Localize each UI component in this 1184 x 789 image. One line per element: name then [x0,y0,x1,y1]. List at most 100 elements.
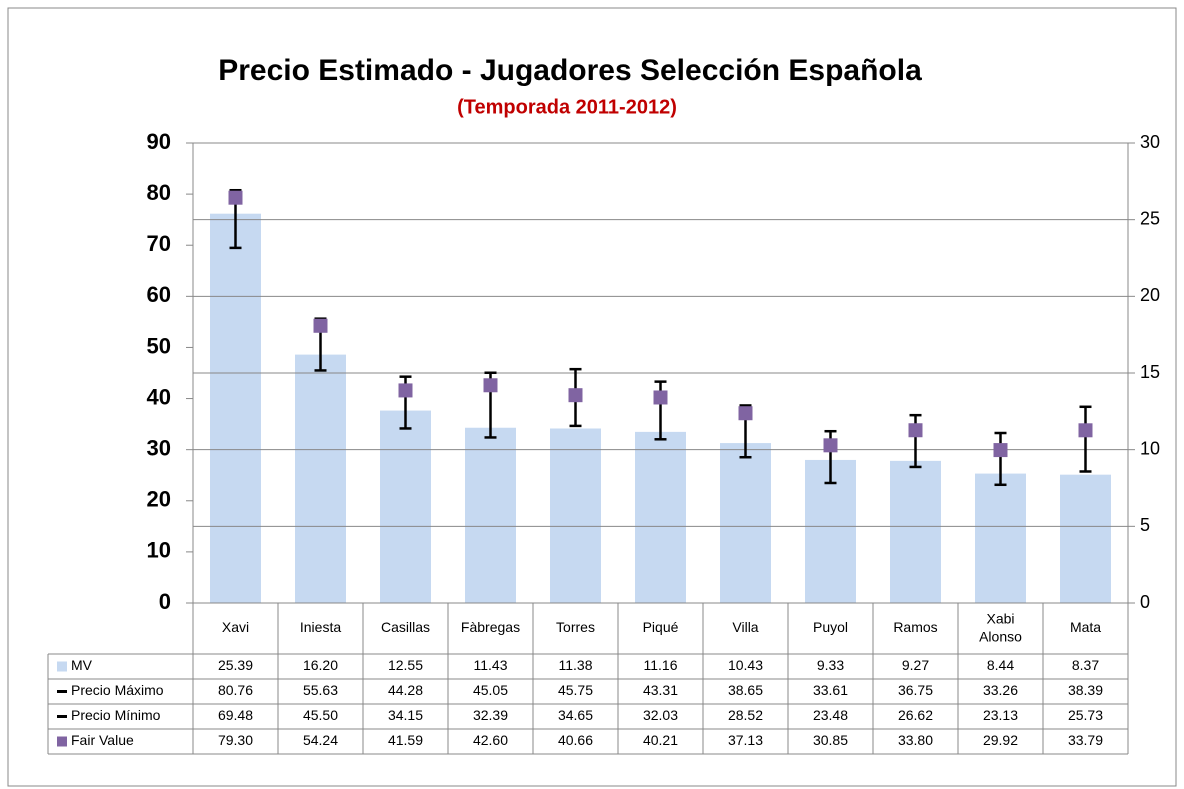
table-value: 40.21 [643,732,678,748]
table-value: 33.61 [813,682,848,698]
y-tick-label: 80 [147,180,171,205]
y-tick-label: 60 [147,282,171,307]
y-tick-label: 40 [147,384,171,409]
table-value: 36.75 [898,682,933,698]
y2-tick-label: 20 [1140,285,1160,305]
table-value: 42.60 [473,732,508,748]
y-tick-label: 90 [147,129,171,154]
table-value: 32.03 [643,707,678,723]
bar [295,354,346,603]
category-label: Casillas [381,619,430,635]
table-value: 80.76 [218,682,253,698]
table-value: 25.73 [1068,707,1103,723]
legend-key [57,661,67,672]
marker [483,378,498,393]
legend-label: Precio Máximo [71,682,164,698]
table-value: 23.13 [983,707,1018,723]
y-tick-label: 20 [147,487,171,512]
y2-tick-label: 15 [1140,362,1160,382]
bar [975,473,1026,603]
y-tick-label: 70 [147,231,171,256]
marker [398,383,413,398]
table-value: 32.39 [473,707,508,723]
table-value: 45.50 [303,707,338,723]
table-value: 34.65 [558,707,593,723]
table-value: 9.27 [902,657,929,673]
plot-border [192,142,1129,604]
y2-tick-label: 30 [1140,132,1160,152]
legend-label: Precio Mínimo [71,707,161,723]
table-value: 33.26 [983,682,1018,698]
table-value: 10.43 [728,657,763,673]
table-value: 28.52 [728,707,763,723]
table-value: 38.65 [728,682,763,698]
bar [1060,474,1111,603]
chart-border [7,7,1177,787]
table-value: 23.48 [813,707,848,723]
category-label: Piqué [643,619,679,635]
y2-tick-label: 10 [1140,438,1160,458]
marker [908,423,923,438]
table-value: 37.13 [728,732,763,748]
legend-key [57,736,67,747]
table-value: 34.15 [388,707,423,723]
table-value: 25.39 [218,657,253,673]
marker [993,443,1008,458]
bar [210,213,261,604]
table-value: 43.31 [643,682,678,698]
bar [890,460,941,603]
table-value: 26.62 [898,707,933,723]
bar [550,428,601,603]
table-value: 45.05 [473,682,508,698]
table-value: 29.92 [983,732,1018,748]
table-value: 54.24 [303,732,338,748]
marker [1078,423,1093,438]
chart-title: Precio Estimado - Jugadores Selección Es… [218,54,922,87]
category-label: Xabi Alonso [979,610,1022,644]
legend-label: Fair Value [71,732,134,748]
chart-subtitle: (Temporada 2011-2012) [457,96,677,118]
y2-tick-label: 5 [1140,515,1150,535]
marker [823,438,838,453]
category-label: Puyol [813,619,848,635]
bar [635,431,686,603]
y-tick-label: 10 [147,538,171,563]
table-value: 30.85 [813,732,848,748]
table-value: 41.59 [388,732,423,748]
marker [568,388,583,403]
category-label: Mata [1070,619,1101,635]
table-value: 12.55 [388,657,423,673]
table-value: 44.28 [388,682,423,698]
table-value: 11.43 [474,657,508,673]
category-label: Villa [732,619,758,635]
table-value: 11.38 [559,657,593,673]
marker [738,406,753,421]
legend-label: MV [71,657,93,673]
marker [653,390,668,405]
table-value: 33.79 [1068,732,1103,748]
category-label: Xavi [222,619,249,635]
table-value: 8.37 [1072,657,1099,673]
y-tick-label: 50 [147,333,171,358]
table-value: 79.30 [218,732,253,748]
y-tick-label: 0 [159,589,171,614]
category-label: Ramos [893,619,937,635]
y-tick-label: 30 [147,435,171,460]
category-label: Fàbregas [461,619,520,635]
table-value: 55.63 [303,682,338,698]
table-value: 9.33 [817,657,844,673]
y2-tick-label: 25 [1140,208,1160,228]
marker [228,190,243,205]
table-value: 38.39 [1068,682,1103,698]
bar [720,443,771,603]
bar [380,410,431,603]
table-value: 33.80 [898,732,933,748]
category-label: Iniesta [300,619,341,635]
table-value: 40.66 [558,732,593,748]
table-value: 45.75 [558,682,593,698]
y2-tick-label: 0 [1140,592,1150,612]
table-value: 11.16 [644,657,678,673]
marker [313,318,328,333]
table-value: 16.20 [303,657,338,673]
